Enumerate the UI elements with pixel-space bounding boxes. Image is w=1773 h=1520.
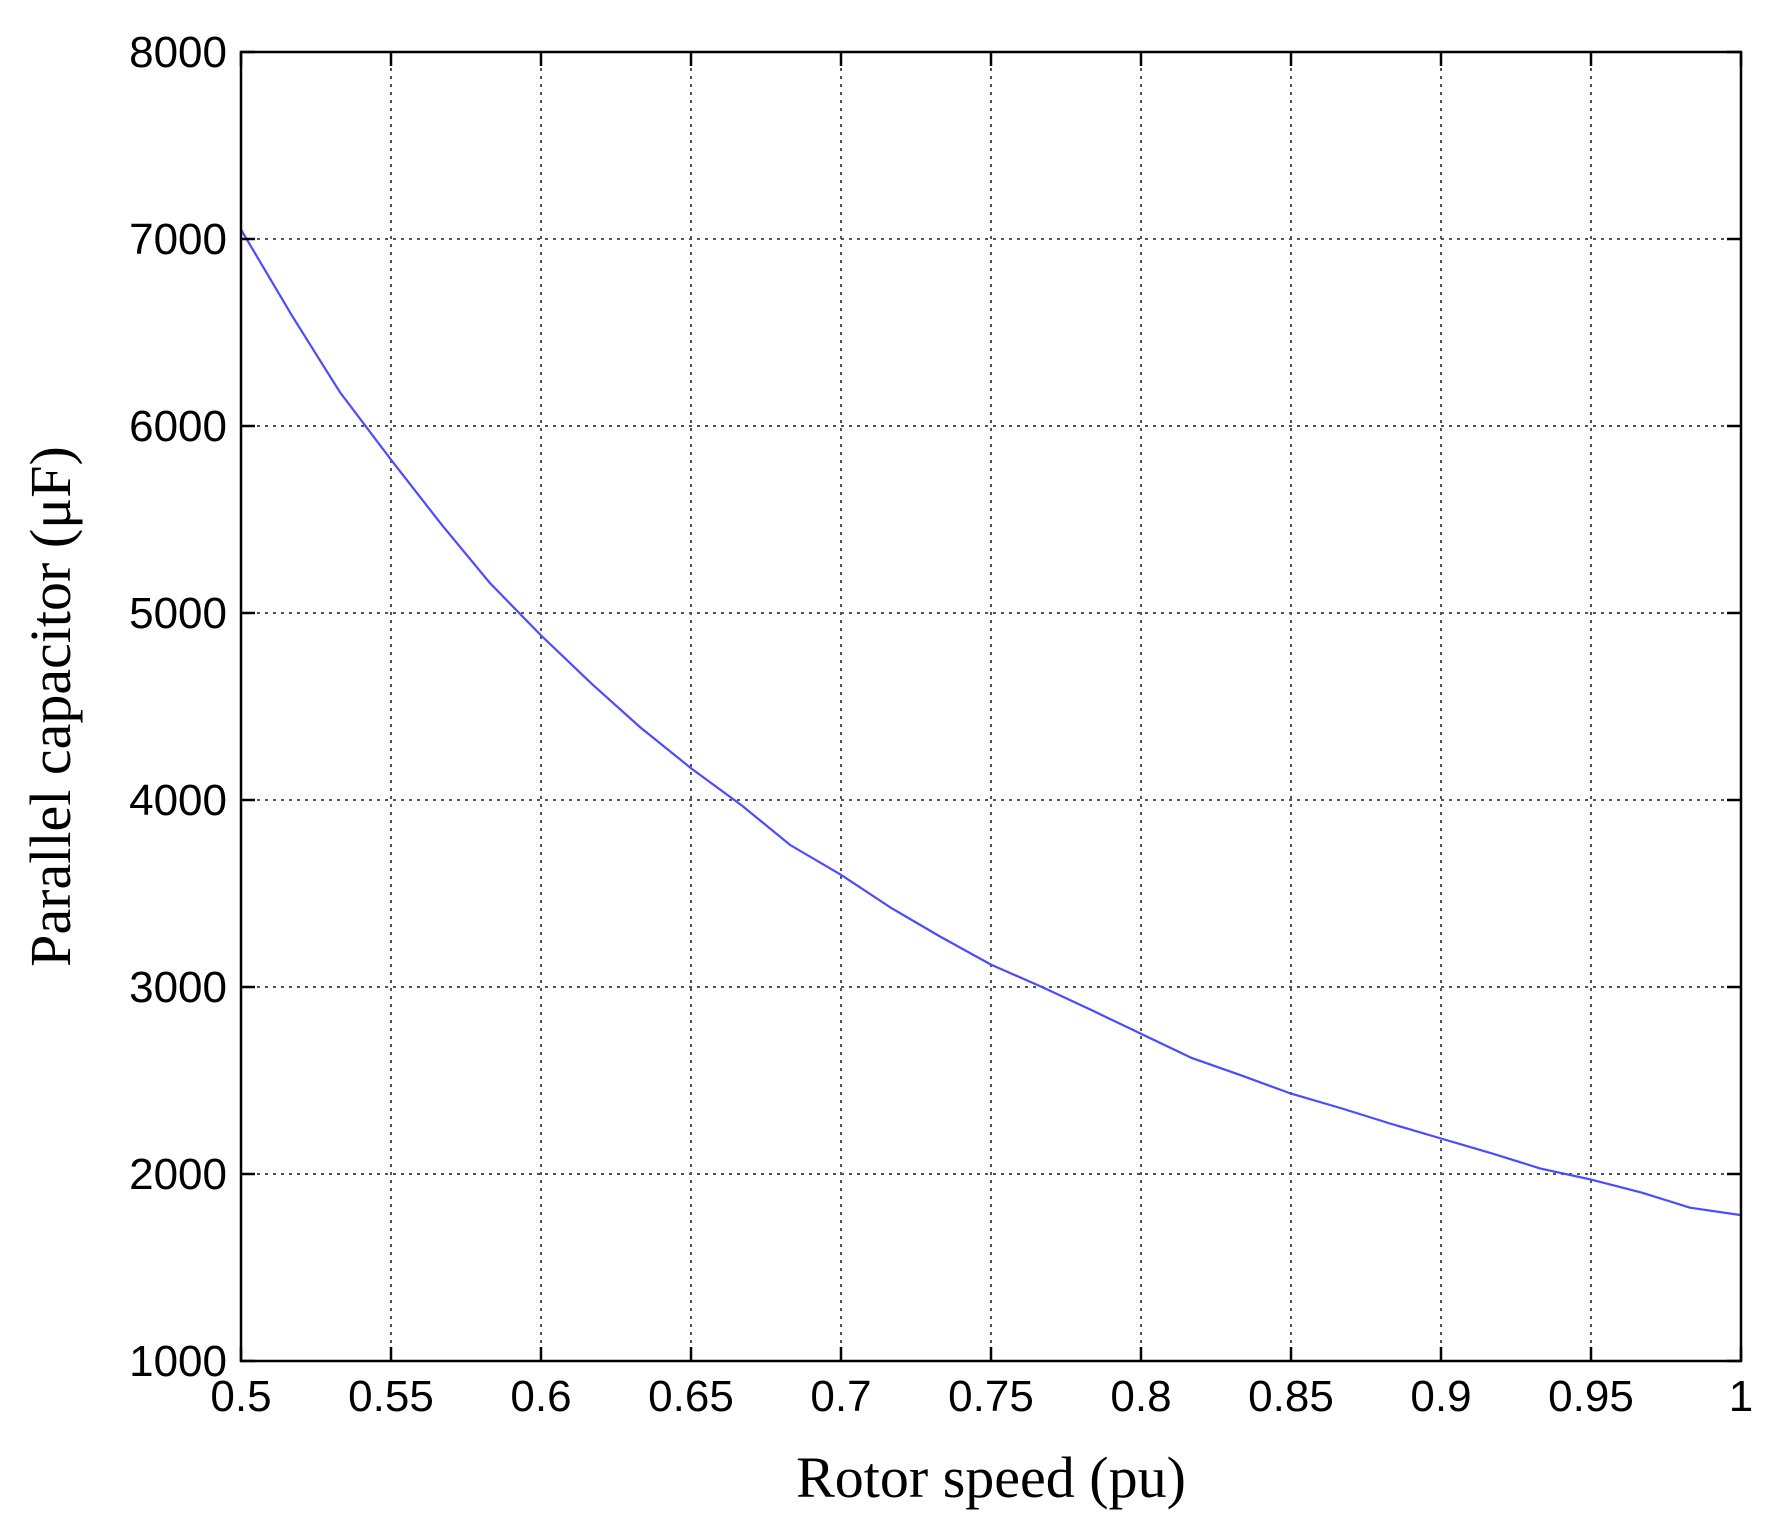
- y-tick-labels: 1000 2000 3000 4000 5000 6000 7000 8000: [129, 28, 227, 1386]
- x-tick-label: 0.6: [510, 1372, 571, 1421]
- x-tick-label: 0.95: [1548, 1372, 1634, 1421]
- x-tick-labels: 0.5 0.55 0.6 0.65 0.7 0.75 0.8 0.85 0.9 0.95 1: [210, 1372, 1753, 1421]
- y-tick-label: 8000: [129, 28, 227, 77]
- x-tick-label: 1: [1729, 1372, 1753, 1421]
- y-tick-label: 2000: [129, 1150, 227, 1199]
- x-axis-title: Rotor speed (pu): [796, 1445, 1186, 1510]
- y-tick-label: 6000: [129, 402, 227, 451]
- x-tick-label: 0.7: [810, 1372, 871, 1421]
- tick-marks: [239, 50, 1743, 1363]
- x-tick-label: 0.85: [1248, 1372, 1334, 1421]
- x-tick-label: 0.9: [1410, 1372, 1471, 1421]
- x-tick-label: 0.8: [1110, 1372, 1171, 1421]
- y-tick-label: 7000: [129, 215, 227, 264]
- x-tick-label: 0.55: [348, 1372, 434, 1421]
- y-tick-label: 5000: [129, 589, 227, 638]
- x-tick-label: 0.5: [210, 1372, 271, 1421]
- y-tick-label: 3000: [129, 963, 227, 1012]
- series-layer: [240, 229, 1742, 1217]
- x-tick-label: 0.75: [948, 1372, 1034, 1421]
- y-tick-label: 1000: [129, 1337, 227, 1386]
- y-axis-title: Parallel capacitor (μF): [18, 446, 83, 967]
- x-tick-label: 0.65: [648, 1372, 734, 1421]
- series-line-0: [240, 229, 1742, 1217]
- grid: [241, 52, 1741, 1361]
- y-tick-label: 4000: [129, 776, 227, 825]
